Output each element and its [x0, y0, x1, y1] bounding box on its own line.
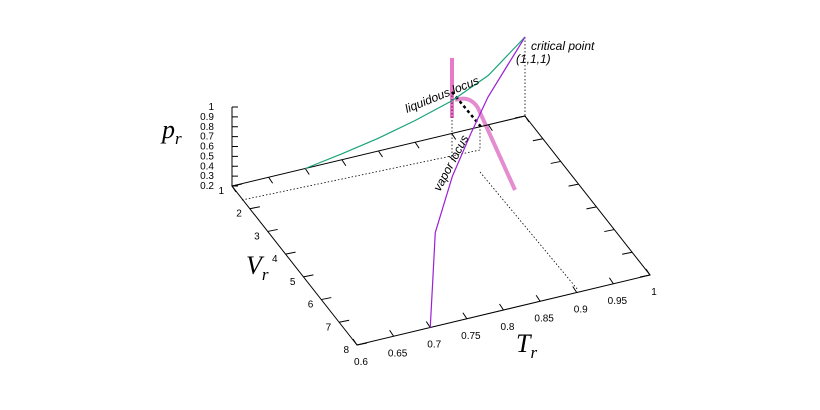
x-tick-label: 0.65 [388, 348, 408, 359]
x-tick [425, 321, 431, 328]
x-tick [341, 159, 347, 167]
y-tick-label: 3 [254, 231, 260, 242]
x-tick-label: 0.85 [534, 313, 554, 324]
annotation: critical point [531, 39, 595, 53]
axis-label-main: p [160, 115, 175, 144]
x-tick [268, 176, 274, 184]
z-tick-label: 0.7 [200, 132, 214, 143]
annotation: liquidous locus [403, 73, 481, 115]
drop-line [241, 128, 481, 201]
x-tick [414, 141, 420, 149]
x-tick [462, 312, 468, 320]
x-tick [231, 185, 237, 193]
x-tick [572, 286, 578, 293]
x-tick-label: 0.8 [501, 322, 515, 333]
annotation: vapor locus [430, 133, 471, 194]
x-tick [451, 133, 457, 140]
axis-label: pr [160, 115, 182, 148]
pink-stroke [454, 96, 517, 191]
axis-label-sub: r [262, 265, 269, 284]
x-tick [524, 115, 530, 123]
tie-line [451, 91, 483, 129]
y-tick [339, 319, 350, 323]
locus-line [305, 36, 526, 170]
y-tick-label: 4 [272, 254, 278, 265]
x-tick-label: 1 [651, 287, 657, 298]
y-tick-label: 8 [343, 345, 349, 356]
y-tick [267, 228, 278, 232]
y-tick [356, 342, 368, 346]
y-tick-label: 5 [290, 277, 296, 288]
y-tick [550, 160, 561, 164]
axis-label-sub: r [530, 343, 537, 362]
y-tick [321, 297, 332, 301]
x-tick-label: 0.95 [608, 296, 628, 307]
z-tick-label: 0.2 [200, 181, 214, 192]
x-tick [389, 329, 395, 337]
locus-line [429, 36, 526, 328]
x-tick [645, 268, 651, 276]
y-tick [285, 251, 296, 255]
axis-label-main: V [246, 251, 265, 280]
z-tick-label: 0.3 [200, 171, 214, 182]
z-tick-label: 0.6 [200, 142, 214, 153]
y-tick-label: 6 [308, 300, 314, 311]
axis-label-main: T [516, 329, 532, 358]
drop-line [479, 171, 579, 291]
y-tick-label: 2 [236, 209, 242, 220]
x-tick-label: 0.7 [427, 340, 441, 351]
y-tick [622, 251, 633, 255]
y-tick [514, 115, 526, 119]
z-tick-label: 0.9 [200, 112, 214, 123]
y-tick-label: 7 [326, 322, 332, 333]
y-tick [586, 206, 597, 210]
x-tick [499, 303, 504, 311]
y-tick [604, 229, 615, 233]
z-tick-label: 0.4 [200, 161, 214, 172]
y-tick [639, 274, 651, 278]
z-tick-label: 0.5 [200, 151, 214, 162]
x-tick-label: 0.9 [574, 305, 588, 316]
x-tick-label: 0.6 [354, 357, 368, 368]
x-tick [378, 150, 383, 158]
y-tick [303, 274, 314, 278]
z-tick-label: 1 [208, 102, 214, 113]
z-tick-label: 0.8 [200, 122, 214, 133]
axis-label: Tr [516, 329, 537, 362]
x-tick [487, 124, 493, 132]
x-tick [608, 277, 614, 285]
y-tick-label: 1 [218, 186, 224, 197]
decoration [241, 58, 579, 291]
annotation: (1,1,1) [516, 52, 551, 66]
axis-label: Vr [246, 251, 269, 284]
x-tick [352, 338, 358, 346]
y-tick [568, 183, 579, 187]
x-tick [304, 168, 310, 175]
x-tick [535, 294, 541, 302]
y-tick [249, 206, 260, 210]
axis-label-sub: r [175, 129, 182, 148]
x-tick-label: 0.75 [461, 331, 481, 342]
y-tick [532, 138, 543, 142]
